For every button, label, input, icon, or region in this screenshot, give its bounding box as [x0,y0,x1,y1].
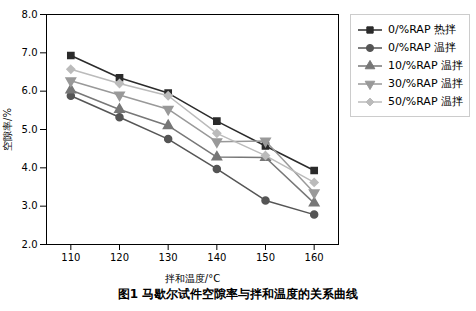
svg-text:140: 140 [207,252,226,263]
svg-text:110: 110 [61,252,80,263]
svg-text:120: 120 [110,252,129,263]
svg-text:130: 130 [159,252,178,263]
svg-text:2.0: 2.0 [22,239,38,250]
svg-text:7.0: 7.0 [22,47,38,58]
svg-text:拌和温度/°C: 拌和温度/°C [165,273,220,284]
svg-text:8.0: 8.0 [22,9,38,20]
html-text:图1 马歇尔试件空隙率与拌和温度的关系曲线: 图1 马歇尔试件空隙率与拌和温度的关系曲线 [117,287,359,301]
html-text:0/%RAP 温拌: 0/%RAP 温拌 [388,41,456,54]
svg-text:3.0: 3.0 [22,200,38,211]
html-text:50/%RAP 温拌: 50/%RAP 温拌 [388,95,463,108]
svg-text:160: 160 [305,252,324,263]
svg-text:6.0: 6.0 [22,85,38,96]
svg-text:4.0: 4.0 [22,162,38,173]
html-text:10/%RAP 温拌: 10/%RAP 温拌 [388,59,463,72]
html-text:30/%RAP 温拌: 30/%RAP 温拌 [388,77,463,90]
html-text:0/%RAP 热拌: 0/%RAP 热拌 [388,23,456,36]
svg-text:空隙率/%: 空隙率/% [2,108,13,151]
svg-text:5.0: 5.0 [22,124,38,135]
svg-text:150: 150 [256,252,275,263]
